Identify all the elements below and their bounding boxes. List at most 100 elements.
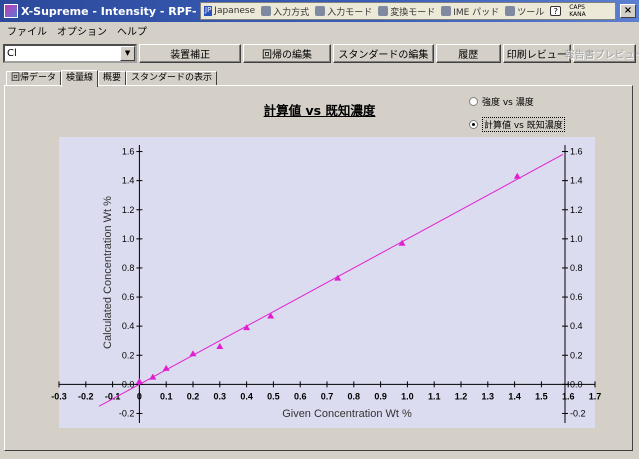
ime-language-item[interactable]: JP Japanese <box>201 6 258 16</box>
tab-show-standards[interactable]: スタンダードの表示 <box>126 71 218 86</box>
y-tick-label-right: 0.6 <box>570 292 583 302</box>
x-tick-label: 1.5 <box>535 391 548 401</box>
radio-calc-label: 計算値 vs 既知濃度 <box>482 117 565 132</box>
x-axis-label: Given Concentration Wt % <box>282 408 412 420</box>
ime-icon <box>441 6 452 16</box>
data-point <box>398 239 406 246</box>
edit-regression-button[interactable]: 回帰の編集 <box>243 44 331 63</box>
history-button[interactable]: 履歴 <box>435 44 501 63</box>
ime-item-label: ツール <box>517 7 545 18</box>
radio-button-selected[interactable] <box>469 120 478 129</box>
close-button[interactable]: × <box>620 4 636 18</box>
ime-conversion-mode-item[interactable]: 変換モード <box>375 5 438 18</box>
x-tick-label: 0.8 <box>348 391 361 401</box>
caps-kana-indicator[interactable]: CAPS KANA <box>566 4 589 18</box>
y-tick-label-right: 1.0 <box>570 234 583 244</box>
data-point <box>135 377 143 384</box>
radio-calculated-vs-known[interactable]: 計算値 vs 既知濃度 <box>469 117 565 132</box>
report-preview-button[interactable]: 報告書プレビュー <box>565 44 639 63</box>
ime-pad-item[interactable]: IME パッド <box>438 5 502 18</box>
tab-calibration-curve[interactable]: 検量線 <box>61 70 99 87</box>
y-tick-label-right: 0.8 <box>570 263 583 273</box>
tab-summary[interactable]: 概要 <box>98 71 127 86</box>
tab-strip: 回帰データ 検量線 概要 スタンダードの表示 <box>6 69 218 87</box>
menu-bar: ファイル オプション ヘルプ <box>0 22 639 38</box>
ime-input-mode-item[interactable]: 入力モード <box>312 5 375 18</box>
x-tick-label: 0.3 <box>214 391 227 401</box>
y-tick-label: 1.0 <box>122 234 135 244</box>
x-tick-label: 1.7 <box>589 391 602 401</box>
ime-item-label: 変換モード <box>390 7 436 18</box>
x-tick-label: 0 <box>137 391 142 401</box>
instrument-calibration-button[interactable]: 装置補正 <box>139 44 242 63</box>
menu-file[interactable]: ファイル <box>7 26 47 38</box>
chart-title: 計算値 vs 既知濃度 <box>263 103 376 118</box>
y-tick-label: 0.2 <box>122 350 135 360</box>
x-tick-label: 0.5 <box>267 391 280 401</box>
kana-label: KANA <box>569 11 586 18</box>
x-tick-label: 1.0 <box>401 391 414 401</box>
edit-standards-button[interactable]: スタンダードの編集 <box>332 44 434 63</box>
menu-options[interactable]: オプション <box>57 26 107 38</box>
data-point <box>149 373 157 380</box>
x-tick-label: 1.1 <box>428 391 441 401</box>
y-tick-label: 1.4 <box>122 176 135 186</box>
y-tick-label: -0.2 <box>119 408 135 418</box>
x-tick-label: 0.2 <box>187 391 200 401</box>
data-point <box>189 350 197 357</box>
app-icon <box>4 4 18 18</box>
radio-button[interactable] <box>469 97 478 106</box>
ime-icon <box>261 6 272 16</box>
x-tick-label: -0.3 <box>51 391 67 401</box>
title-bar: X-Supreme - Intensity - RPF-Cl-S2 JPJapa… <box>0 0 639 22</box>
ime-item-label: 入力モード <box>327 7 373 18</box>
element-select-value: Cl <box>7 48 17 59</box>
data-point <box>334 274 342 281</box>
ime-item-label: IME パッド <box>453 7 500 18</box>
y-tick-label-right: 0.0 <box>570 379 583 389</box>
x-tick-label: 0.7 <box>321 391 334 401</box>
y-tick-label-right: -0.2 <box>570 408 586 418</box>
ime-icon <box>378 6 389 16</box>
data-point <box>162 364 170 371</box>
x-tick-label: -0.2 <box>78 391 94 401</box>
data-point <box>513 172 521 179</box>
data-point <box>243 324 251 331</box>
x-tick-label: 0.9 <box>374 391 387 401</box>
x-tick-label: -0.1 <box>105 391 121 401</box>
y-tick-label: 0.8 <box>122 263 135 273</box>
help-icon: ? <box>550 6 562 16</box>
ime-icon: JP <box>204 6 213 16</box>
ime-input-method-item[interactable]: 入力方式 <box>258 5 312 18</box>
ime-help-item[interactable]: ? <box>547 6 566 16</box>
y-tick-label: 1.6 <box>122 147 135 157</box>
y-axis-label: Calculated Concentration Wt % <box>102 196 114 349</box>
y-tick-label-right: 0.4 <box>570 321 583 331</box>
x-tick-label: 1.2 <box>455 391 468 401</box>
radio-intensity-vs-concentration[interactable]: 強度 vs 濃度 <box>469 95 534 108</box>
tab-regression-data[interactable]: 回帰データ <box>6 71 62 86</box>
x-tick-label: 1.3 <box>482 391 495 401</box>
y-tick-label: 0.0 <box>122 379 135 389</box>
data-point <box>267 312 275 319</box>
x-tick-label: 0.6 <box>294 391 307 401</box>
print-review-button[interactable]: 印刷レビュー <box>502 44 572 63</box>
window-title: X-Supreme - Intensity - RPF-Cl-S2 <box>21 4 196 18</box>
chevron-down-icon[interactable]: ▼ <box>120 46 136 61</box>
element-select[interactable]: Cl ▼ <box>3 44 138 63</box>
x-tick-label: 0.1 <box>160 391 173 401</box>
y-tick-label: 1.2 <box>122 205 135 215</box>
x-tick-label: 1.4 <box>508 391 521 401</box>
ime-icon <box>505 6 516 16</box>
regression-line <box>98 154 564 407</box>
y-tick-label: 0.6 <box>122 292 135 302</box>
y-tick-label-right: 1.2 <box>570 205 583 215</box>
menu-help[interactable]: ヘルプ <box>117 26 147 38</box>
ime-tools-item[interactable]: ツール <box>502 5 547 18</box>
ime-icon <box>315 6 326 16</box>
y-tick-label-right: 1.6 <box>570 147 583 157</box>
caps-label: CAPS <box>569 4 585 11</box>
ime-item-label: 入力方式 <box>273 7 310 18</box>
data-point <box>216 343 224 350</box>
